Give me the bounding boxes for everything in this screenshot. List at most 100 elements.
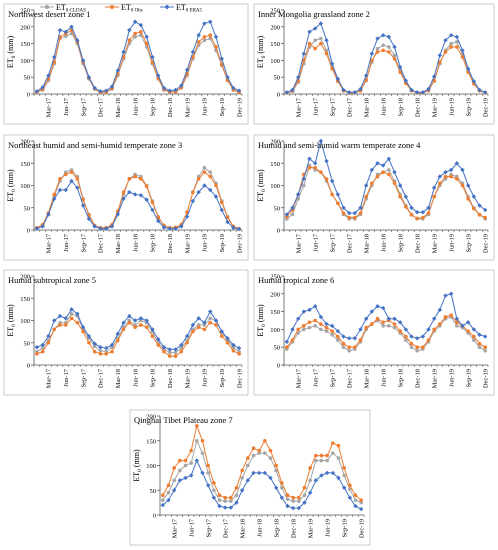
series-line [162,424,362,501]
data-point [301,176,307,182]
x-tick-label: Jun-18 [132,98,139,116]
data-point [245,478,251,483]
data-point [40,85,45,90]
data-point [409,213,414,217]
y-axis-label: ET0 (mm) [6,36,17,69]
data-point [92,85,97,91]
data-point [63,316,68,321]
y-tick-label: 200 [20,139,30,146]
data-point [273,485,279,490]
data-point [449,174,453,179]
data-point [138,22,144,28]
data-point [314,453,318,458]
x-tick-label: Jun-18 [380,98,387,116]
data-point [86,75,92,80]
data-point [302,324,306,328]
y-tick-label: 50 [24,75,31,82]
data-point [341,345,346,350]
data-point [115,212,120,217]
data-point [465,66,471,71]
data-point [144,318,149,323]
data-point [69,178,74,184]
y-tick-label: 250 [270,8,280,15]
data-point [133,35,137,39]
data-point [217,498,222,502]
data-point [80,324,86,330]
panel-border [3,134,249,261]
y-tick-label: 0 [27,363,30,370]
y-tick-label: 100 [270,58,280,65]
data-point [98,226,103,231]
data-point [325,453,329,458]
data-point [426,338,431,342]
x-tick-label: Dec-18 [414,234,421,253]
data-point [347,215,351,220]
data-point [307,41,312,46]
data-point [318,314,324,320]
data-point [208,170,213,174]
data-point [336,334,340,339]
data-point [196,33,201,38]
x-tick-label: Dec-18 [290,519,297,538]
data-point [404,338,408,342]
data-point [144,197,149,202]
data-point [302,500,307,505]
y-tick-label: 100 [20,58,30,65]
data-point [225,340,230,345]
x-tick-label: Jun-17 [63,97,70,115]
data-point [167,350,172,355]
data-point [387,50,391,54]
data-point [200,470,205,476]
data-point [225,336,230,341]
data-point [437,174,443,179]
x-tick-label: Jun-17 [63,233,70,251]
data-point [426,86,431,92]
data-point [324,329,329,333]
panel-title: Northwest desert zone 1 [8,9,90,19]
data-point [219,334,224,338]
x-tick-label: Sep-19 [465,98,472,116]
data-point [386,156,392,161]
x-tick-label: Mar-17 [171,518,178,538]
data-point [375,36,380,41]
data-point [291,495,295,500]
data-point [212,488,216,493]
data-point [127,189,132,195]
y-tick-label: 50 [24,340,31,347]
data-point [330,192,334,197]
data-point [341,341,346,346]
data-point [34,89,40,94]
data-point [477,345,482,350]
data-point [302,493,307,498]
x-tick-label: Mar-18 [115,98,122,117]
data-point [256,470,262,476]
y-tick-label: 150 [20,41,30,48]
data-point [189,461,193,465]
data-point [150,327,155,332]
x-tick-label: Sep-18 [397,98,404,116]
data-point [263,438,267,443]
data-point [179,349,184,354]
data-point [319,458,324,463]
data-point [202,320,207,325]
data-point [219,200,224,205]
x-tick-label: Mar-19 [184,369,191,388]
data-point [431,74,437,79]
data-point [477,341,482,346]
x-tick-label: Jun-17 [312,233,319,251]
data-point [115,68,120,73]
data-point [404,334,408,339]
y-tick-label: 200 [20,274,30,281]
data-point [432,327,436,332]
data-point [403,327,409,332]
data-point [184,67,190,73]
data-point [471,327,477,332]
data-point [443,38,448,43]
data-point [279,495,285,500]
data-point [184,333,190,339]
data-point [364,194,368,199]
data-point [34,345,40,350]
x-tick-label: Dec-19 [482,369,489,388]
data-point [421,345,425,350]
data-point [202,323,207,327]
